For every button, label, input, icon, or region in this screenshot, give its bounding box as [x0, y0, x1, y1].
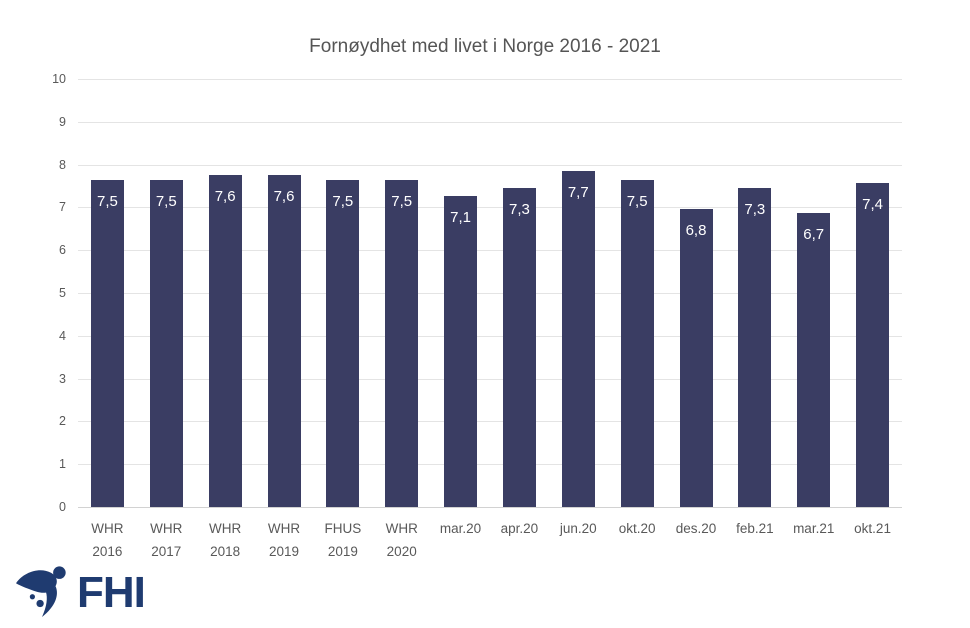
x-axis-label: apr.20	[482, 517, 557, 540]
y-tick-label: 4	[59, 328, 66, 343]
bar-value-label: 7,5	[332, 193, 354, 210]
x-axis-label-line: FHUS	[324, 521, 362, 536]
x-axis-label-line: WHR	[209, 521, 242, 536]
fhi-logo: FHI	[14, 563, 146, 622]
gridline	[78, 164, 902, 166]
x-axis-label-line: WHR	[91, 521, 124, 536]
x-axis-label-line: apr.20	[500, 521, 539, 536]
x-axis-label-line: 2019	[327, 544, 358, 559]
bar-value-label: 7,1	[450, 209, 471, 226]
x-axis-label-line: feb.21	[736, 521, 774, 536]
x-axis-label: WHR 2016	[70, 517, 145, 563]
y-tick-label: 5	[59, 286, 66, 300]
gridline	[78, 421, 902, 423]
bar-value-label: 7,5	[155, 193, 177, 210]
x-axis-label-line: mar.21	[793, 521, 835, 536]
bar: 7,4	[856, 183, 890, 507]
y-tick-label: 3	[59, 371, 66, 386]
x-axis-label: okt.20	[600, 517, 675, 540]
bar-value-label: 7,5	[96, 193, 118, 210]
x-axis-label: WHR 2020	[364, 517, 439, 563]
bar: 7,5	[620, 180, 654, 507]
x-axis-label-line: 2016	[92, 544, 123, 559]
bar-value-label: 7,7	[567, 184, 589, 201]
x-axis-label-line: 2018	[210, 544, 241, 559]
x-axis-label-line: des.20	[675, 521, 717, 536]
bar: 7,3	[738, 188, 772, 507]
bar: 7,5	[326, 180, 360, 507]
bar: 7,5	[90, 180, 124, 507]
bar: 7,6	[208, 175, 242, 507]
x-axis-label: mar.21	[776, 517, 851, 540]
bar-value-label: 7,6	[273, 188, 295, 205]
x-axis-label-line: mar.20	[439, 521, 482, 536]
x-axis-label-line: 2019	[268, 544, 299, 559]
gridline	[78, 335, 902, 337]
bar-value-label: 7,6	[214, 188, 236, 205]
x-axis-label: feb.21	[717, 517, 792, 540]
gridline	[78, 207, 902, 209]
bar: 7,5	[149, 180, 183, 507]
bar-value-label: 6,8	[685, 222, 707, 239]
fhi-logo-text: FHI	[77, 567, 146, 617]
y-tick-label: 0	[59, 500, 66, 514]
chart-title: Fornøydhet med livet i Norge 2016 - 2021	[309, 36, 661, 57]
x-axis-label: WHR 2017	[129, 517, 204, 563]
bar: 6,8	[679, 209, 713, 507]
x-axis-label-line: 2017	[151, 544, 182, 559]
bar-value-label: 7,3	[508, 201, 530, 218]
bar-value-label: 7,5	[626, 193, 648, 210]
y-tick-label: 8	[59, 157, 66, 172]
y-tick-label: 10	[52, 72, 66, 86]
gridline	[78, 464, 902, 466]
bar-value-label: 7,5	[391, 193, 413, 210]
bar-value-label: 7,4	[862, 196, 883, 213]
x-axis-label-line: 2020	[386, 544, 417, 559]
gridline	[78, 79, 902, 80]
gridline	[78, 121, 902, 123]
x-axis-label: des.20	[659, 517, 734, 540]
gridline	[78, 250, 902, 252]
plot-area: 7,5 7,5 7,6 7,6 7,5 7,5 7,1 7,3 7,7 7,5 6,8 7,3 6,7 7…	[78, 79, 902, 559]
x-axis-label-line: okt.21	[854, 521, 891, 536]
bar: 6,7	[797, 213, 831, 507]
y-tick-label: 6	[59, 243, 66, 258]
x-axis-label-line: okt.20	[618, 521, 656, 536]
x-axis-line	[78, 507, 902, 508]
y-tick-label: 2	[59, 414, 66, 429]
y-tick-label: 7	[59, 200, 66, 215]
bar: 7,5	[385, 180, 419, 507]
gridline	[78, 378, 902, 380]
bar: 7,3	[502, 188, 536, 507]
bar: 7,1	[444, 196, 478, 507]
x-axis-label-line: WHR	[150, 521, 183, 536]
gridline	[78, 293, 902, 294]
bar: 7,6	[267, 175, 301, 507]
x-axis-label: WHR 2018	[188, 517, 263, 563]
x-axis-label-line: jun.20	[559, 521, 597, 536]
fhi-swoosh-icon	[14, 563, 72, 622]
x-axis-label: okt.21	[835, 517, 910, 540]
y-tick-label: 1	[59, 457, 66, 472]
bar: 7,7	[561, 171, 595, 507]
x-axis-label: WHR 2019	[247, 517, 322, 563]
x-axis-label: mar.20	[423, 517, 498, 540]
x-axis-label: jun.20	[541, 517, 616, 540]
bar-value-label: 7,3	[744, 201, 766, 218]
x-axis-label: FHUS 2019	[305, 517, 380, 563]
y-tick-label: 9	[59, 114, 66, 129]
x-axis-label-line: WHR	[267, 521, 301, 536]
bar-value-label: 6,7	[803, 226, 825, 243]
x-axis-label-line: WHR	[385, 521, 418, 536]
